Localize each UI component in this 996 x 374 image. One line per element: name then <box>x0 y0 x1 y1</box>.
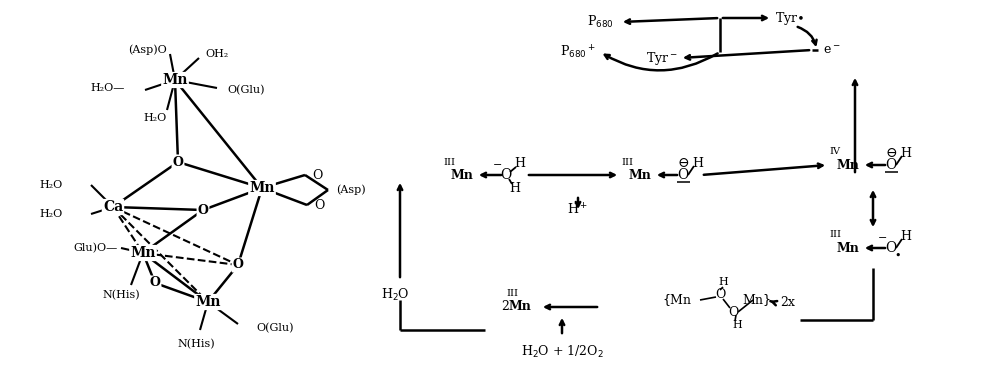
Text: $\{$Mn: $\{$Mn <box>661 292 692 308</box>
Text: H₂O: H₂O <box>143 113 166 123</box>
Text: O: O <box>677 168 688 182</box>
Text: H: H <box>515 156 526 169</box>
Text: H$_2$O + 1/2O$_2$: H$_2$O + 1/2O$_2$ <box>521 344 604 360</box>
Text: O: O <box>715 288 725 301</box>
Text: O: O <box>500 168 512 182</box>
Text: Ca: Ca <box>103 200 124 214</box>
Text: Glu)O—: Glu)O— <box>74 243 118 253</box>
Text: N(His): N(His) <box>177 339 215 349</box>
Text: III: III <box>829 230 841 239</box>
Text: O: O <box>885 241 896 255</box>
Text: O: O <box>885 158 896 172</box>
Text: O: O <box>197 203 208 217</box>
Text: IV: IV <box>830 147 841 156</box>
Text: H₂O—: H₂O— <box>91 83 125 93</box>
Text: O(Glu): O(Glu) <box>227 85 265 95</box>
Text: O: O <box>312 169 323 181</box>
Text: H: H <box>692 156 703 169</box>
Text: O: O <box>172 156 183 169</box>
Text: Mn: Mn <box>509 300 532 313</box>
Text: Mn: Mn <box>837 159 860 172</box>
Text: H: H <box>900 230 911 242</box>
Text: Mn$\}$: Mn$\}$ <box>742 292 772 308</box>
Text: H₂O: H₂O <box>40 180 63 190</box>
Text: e$^-$: e$^-$ <box>824 43 841 56</box>
Text: III: III <box>443 157 455 166</box>
Text: (Asp): (Asp) <box>336 185 366 195</box>
Text: H: H <box>732 320 742 330</box>
Text: O: O <box>314 199 325 212</box>
Text: Mn: Mn <box>162 73 188 87</box>
Text: P$_{680}$: P$_{680}$ <box>587 14 614 30</box>
Text: O(Glu): O(Glu) <box>256 323 294 333</box>
Text: Tyr$\bullet$: Tyr$\bullet$ <box>776 9 805 27</box>
Text: H$_2$O: H$_2$O <box>380 287 409 303</box>
Text: •: • <box>894 251 901 261</box>
Text: ⊖: ⊖ <box>885 146 896 160</box>
Text: 2: 2 <box>501 300 509 313</box>
Text: N(His): N(His) <box>103 290 139 300</box>
Text: OH₂: OH₂ <box>205 49 228 59</box>
Text: 2x: 2x <box>781 295 796 309</box>
Text: H$^+$: H$^+$ <box>568 202 589 218</box>
Text: O: O <box>149 276 160 289</box>
Text: (Asp)O: (Asp)O <box>128 45 167 55</box>
Text: H: H <box>900 147 911 159</box>
Text: −: − <box>878 233 887 243</box>
Text: Mn: Mn <box>628 169 651 181</box>
Text: Mn: Mn <box>195 295 221 309</box>
Text: III: III <box>506 289 518 298</box>
Text: H: H <box>718 277 728 287</box>
Text: Mn: Mn <box>837 242 860 254</box>
Text: ⊖: ⊖ <box>677 156 689 170</box>
Text: H₂O: H₂O <box>40 209 63 219</box>
Text: H: H <box>510 181 521 194</box>
Text: Tyr$^-$: Tyr$^-$ <box>646 49 678 67</box>
Text: O: O <box>728 306 738 319</box>
Text: Mn: Mn <box>249 181 275 195</box>
Text: −: − <box>493 160 503 170</box>
Text: Mn: Mn <box>450 169 473 181</box>
Text: Mn: Mn <box>130 246 155 260</box>
Text: P$_{680}$$^+$: P$_{680}$$^+$ <box>560 43 596 61</box>
Text: III: III <box>621 157 633 166</box>
Text: O: O <box>232 258 243 272</box>
